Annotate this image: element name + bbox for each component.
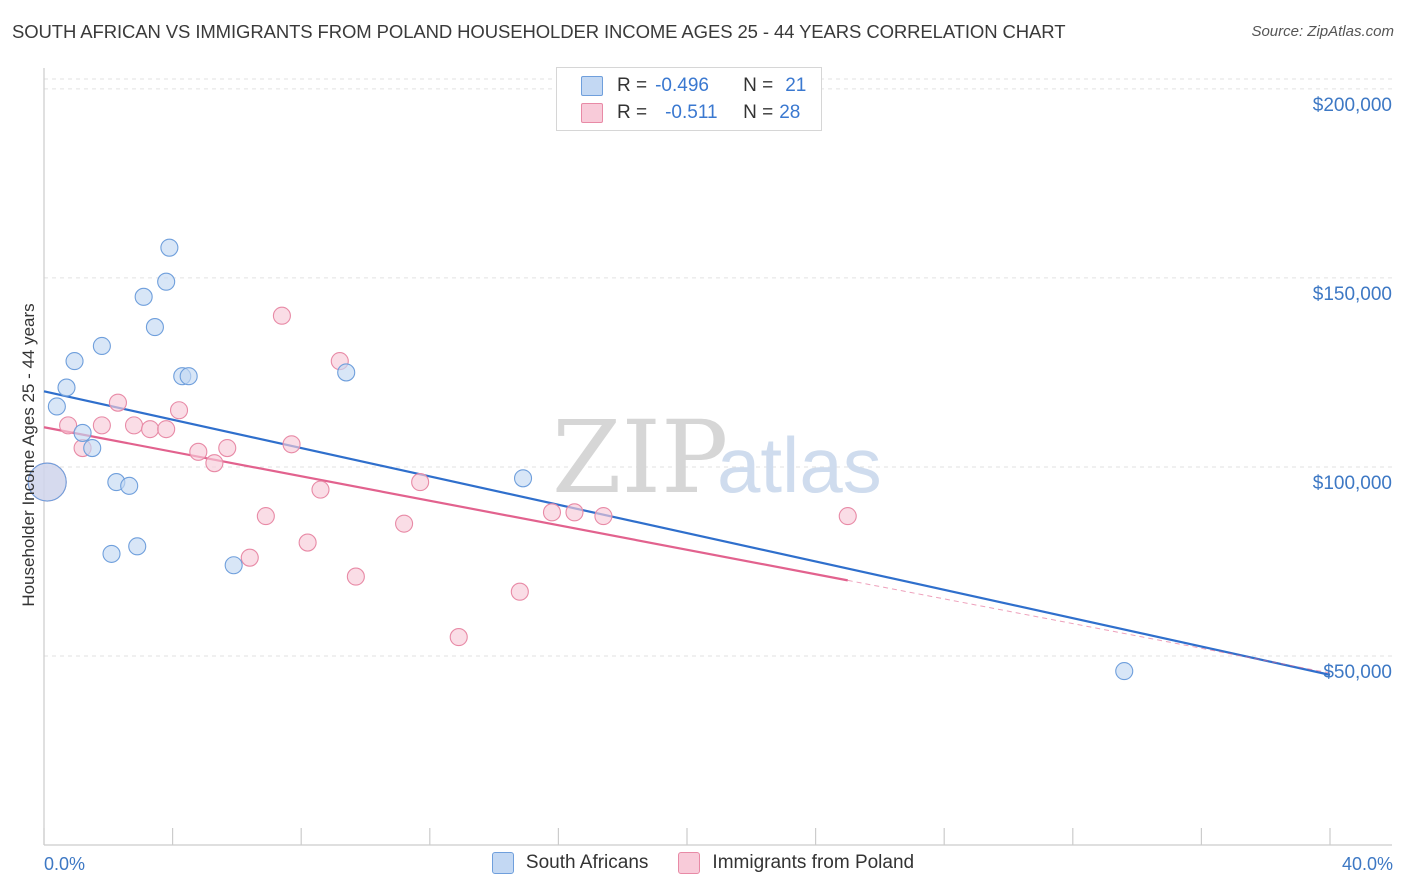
point-south-africans [1115,662,1134,681]
point-south-africans [92,336,111,356]
n-value: 28 [779,102,801,123]
point-immigrants-poland [838,507,857,526]
point-south-africans [337,363,356,382]
correlation-legend: R = -0.496 N = 21 R = -0.511 N = 28 [556,67,822,131]
legend-row-south-africans: R = -0.496 N = 21 [581,74,806,98]
point-immigrants-poland [346,567,365,586]
point-south-africans [65,352,84,371]
n-label: N = [743,75,774,96]
point-south-africans [179,367,198,386]
point-south-africans [57,378,76,397]
point-south-africans [102,544,121,563]
point-south-africans [157,272,176,291]
point-south-africans [224,556,243,575]
x-tick-label: 40.0% [1342,854,1393,874]
point-immigrants-poland [157,420,176,439]
point-immigrants-poland [542,503,562,522]
point-immigrants-poland [256,507,275,526]
point-immigrants-poland [282,435,301,454]
point-immigrants-poland [205,454,224,473]
trend-lines [43,390,1331,676]
point-immigrants-poland [141,420,160,439]
point-immigrants-poland [218,438,237,458]
point-south-africans [134,287,153,306]
pink-swatch-icon [581,103,603,123]
y-tick-labels: $50,000 $100,000 $150,000 $200,000 [1313,95,1392,683]
point-immigrants-poland [298,533,317,552]
y-tick-label: $150,000 [1313,284,1392,305]
point-immigrants-poland [510,582,529,601]
r-value: -0.496 [655,75,709,96]
point-immigrants-poland [395,514,414,533]
legend-item-immigrants-poland: Immigrants from Poland [678,852,914,874]
x-tick-labels: 0.0% 40.0% [44,854,1393,874]
y-tick-label: $50,000 [1323,662,1392,683]
point-south-africans [83,438,102,458]
point-south-africans [120,476,139,495]
point-immigrants-poland [240,548,259,567]
y-tick-label: $100,000 [1313,473,1392,494]
point-immigrants-poland [108,393,127,412]
watermark-atlas: atlas [717,421,882,509]
point-immigrants-poland [311,480,330,499]
trend-line-immigrants-poland [43,426,848,582]
trend-line-extension [847,579,1331,674]
pink-swatch-icon [678,852,701,874]
point-south-africans [145,318,164,337]
blue-swatch-icon [581,76,603,96]
y-tick-label: $200,000 [1313,95,1392,116]
n-label: N = [743,102,774,123]
r-label: R = [617,102,648,123]
data-points [27,238,1134,681]
watermark-zip: ZIP [552,399,728,516]
point-immigrants-poland [272,306,291,325]
legend-item-south-africans: South Africans [491,852,649,874]
point-immigrants-poland [189,442,208,461]
point-south-africans [160,238,179,257]
point-south-africans [128,537,147,556]
series-name: Immigrants from Poland [712,852,915,873]
point-immigrants-poland [124,416,144,435]
gridlines [44,78,1392,657]
point-immigrants-poland [449,628,468,647]
series-name: South Africans [525,852,649,873]
r-label: R = [617,75,648,96]
chart-title: SOUTH AFRICAN VS IMMIGRANTS FROM POLAND … [12,21,1066,42]
point-immigrants-poland [565,503,584,522]
r-value: -0.511 [665,102,718,123]
y-axis-label: Householder Income Ages 25 - 44 years [19,303,38,606]
axes [43,68,1392,846]
point-immigrants-poland [92,416,111,435]
point-immigrants-poland [59,416,78,435]
trend-line-south-africans [43,390,1331,676]
blue-swatch-icon [491,852,514,874]
source-label: Source: ZipAtlas.com [1251,23,1394,40]
point-south-africans [73,423,92,442]
n-value: 21 [785,75,807,96]
point-south-africans [513,469,533,488]
point-immigrants-poland [411,473,430,492]
x-tick-label: 0.0% [44,854,85,874]
point-south-africans [47,397,66,416]
point-immigrants-poland [594,507,613,526]
series-legend: South Africans Immigrants from Poland [0,852,1406,874]
legend-row-immigrants-poland: R = -0.511 N = 28 [581,101,800,125]
point-immigrants-poland [169,401,189,420]
point-south-africans [27,462,67,502]
